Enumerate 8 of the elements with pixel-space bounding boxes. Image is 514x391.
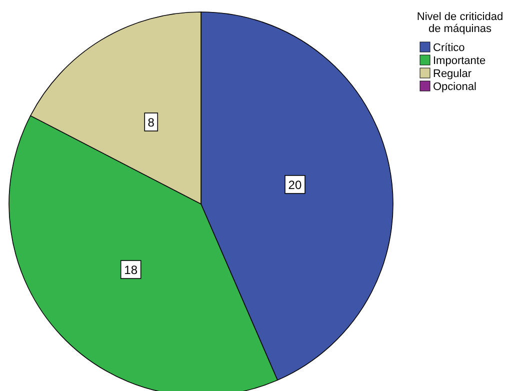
legend-label: Importante — [433, 55, 486, 67]
legend-label: Opcional — [433, 81, 476, 93]
data-label: 18 — [124, 263, 138, 278]
legend-title: Nivel de criticidad de máquinas — [416, 11, 504, 35]
data-label: 8 — [148, 115, 155, 130]
legend-label: Crítico — [433, 42, 465, 54]
data-label: 20 — [288, 178, 302, 192]
legend-label: Regular — [433, 68, 472, 80]
